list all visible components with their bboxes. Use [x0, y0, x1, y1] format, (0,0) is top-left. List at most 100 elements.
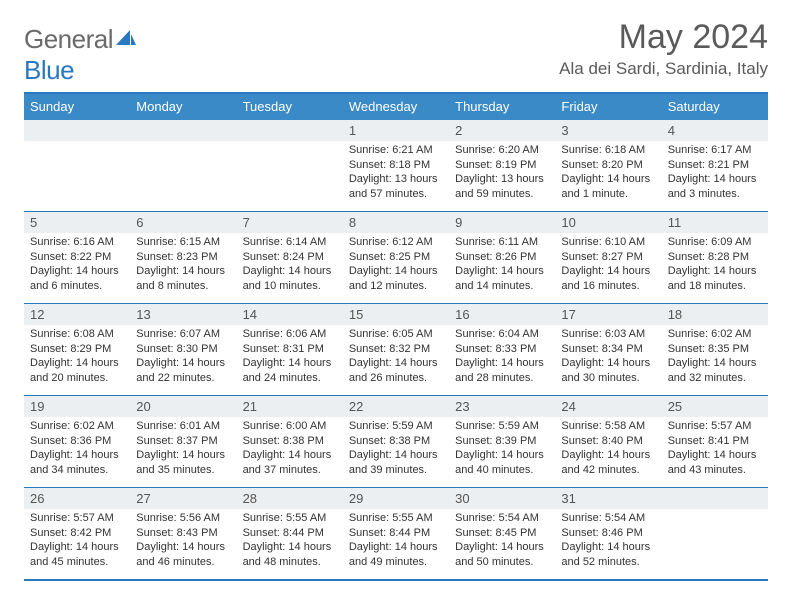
weekday-header: Wednesday	[343, 94, 449, 120]
day-cell: Sunrise: 6:21 AMSunset: 8:18 PMDaylight:…	[343, 141, 449, 211]
day-number	[237, 120, 343, 141]
day-cell: Sunrise: 5:54 AMSunset: 8:46 PMDaylight:…	[555, 509, 661, 579]
sunset-text: Sunset: 8:38 PM	[349, 434, 443, 449]
sunset-text: Sunset: 8:43 PM	[136, 526, 230, 541]
day-number: 14	[237, 304, 343, 325]
day-number: 3	[555, 120, 661, 141]
daylight-text: Daylight: 14 hours and 28 minutes.	[455, 356, 549, 385]
weekday-header: Thursday	[449, 94, 555, 120]
day-number: 5	[24, 212, 130, 233]
daybody-row: Sunrise: 6:21 AMSunset: 8:18 PMDaylight:…	[24, 141, 768, 211]
sunset-text: Sunset: 8:20 PM	[561, 158, 655, 173]
week: 1234Sunrise: 6:21 AMSunset: 8:18 PMDayli…	[24, 120, 768, 211]
daynum-row: 12131415161718	[24, 304, 768, 325]
sunrise-text: Sunrise: 5:56 AM	[136, 511, 230, 526]
sunset-text: Sunset: 8:33 PM	[455, 342, 549, 357]
daylight-text: Daylight: 14 hours and 40 minutes.	[455, 448, 549, 477]
sunset-text: Sunset: 8:34 PM	[561, 342, 655, 357]
day-cell: Sunrise: 5:54 AMSunset: 8:45 PMDaylight:…	[449, 509, 555, 579]
day-cell	[130, 141, 236, 211]
week: 567891011Sunrise: 6:16 AMSunset: 8:22 PM…	[24, 211, 768, 303]
sunrise-text: Sunrise: 6:07 AM	[136, 327, 230, 342]
day-cell: Sunrise: 5:55 AMSunset: 8:44 PMDaylight:…	[343, 509, 449, 579]
daybody-row: Sunrise: 6:08 AMSunset: 8:29 PMDaylight:…	[24, 325, 768, 395]
sunrise-text: Sunrise: 6:20 AM	[455, 143, 549, 158]
day-number	[662, 488, 768, 509]
daylight-text: Daylight: 14 hours and 45 minutes.	[30, 540, 124, 569]
daylight-text: Daylight: 14 hours and 49 minutes.	[349, 540, 443, 569]
day-cell: Sunrise: 6:18 AMSunset: 8:20 PMDaylight:…	[555, 141, 661, 211]
sunrise-text: Sunrise: 6:18 AM	[561, 143, 655, 158]
daylight-text: Daylight: 14 hours and 10 minutes.	[243, 264, 337, 293]
daynum-row: 1234	[24, 120, 768, 141]
logo: GeneralBlue	[24, 18, 137, 86]
daylight-text: Daylight: 14 hours and 20 minutes.	[30, 356, 124, 385]
day-number: 11	[662, 212, 768, 233]
day-cell: Sunrise: 5:59 AMSunset: 8:39 PMDaylight:…	[449, 417, 555, 487]
day-number: 16	[449, 304, 555, 325]
sunset-text: Sunset: 8:38 PM	[243, 434, 337, 449]
day-number: 25	[662, 396, 768, 417]
daylight-text: Daylight: 14 hours and 37 minutes.	[243, 448, 337, 477]
sunrise-text: Sunrise: 6:05 AM	[349, 327, 443, 342]
day-cell: Sunrise: 6:08 AMSunset: 8:29 PMDaylight:…	[24, 325, 130, 395]
sunset-text: Sunset: 8:35 PM	[668, 342, 762, 357]
day-number: 12	[24, 304, 130, 325]
day-number: 6	[130, 212, 236, 233]
daylight-text: Daylight: 14 hours and 6 minutes.	[30, 264, 124, 293]
daylight-text: Daylight: 14 hours and 35 minutes.	[136, 448, 230, 477]
day-cell	[24, 141, 130, 211]
day-cell: Sunrise: 5:55 AMSunset: 8:44 PMDaylight:…	[237, 509, 343, 579]
daylight-text: Daylight: 14 hours and 50 minutes.	[455, 540, 549, 569]
day-cell: Sunrise: 6:12 AMSunset: 8:25 PMDaylight:…	[343, 233, 449, 303]
week: 262728293031Sunrise: 5:57 AMSunset: 8:42…	[24, 487, 768, 579]
day-cell: Sunrise: 6:01 AMSunset: 8:37 PMDaylight:…	[130, 417, 236, 487]
daylight-text: Daylight: 14 hours and 39 minutes.	[349, 448, 443, 477]
day-number: 8	[343, 212, 449, 233]
calendar: Sunday Monday Tuesday Wednesday Thursday…	[24, 92, 768, 581]
daylight-text: Daylight: 14 hours and 18 minutes.	[668, 264, 762, 293]
sunset-text: Sunset: 8:25 PM	[349, 250, 443, 265]
day-number: 20	[130, 396, 236, 417]
day-cell: Sunrise: 6:07 AMSunset: 8:30 PMDaylight:…	[130, 325, 236, 395]
page-title: May 2024	[559, 18, 768, 57]
day-cell: Sunrise: 6:02 AMSunset: 8:36 PMDaylight:…	[24, 417, 130, 487]
day-cell: Sunrise: 6:17 AMSunset: 8:21 PMDaylight:…	[662, 141, 768, 211]
weekday-header: Sunday	[24, 94, 130, 120]
weekday-header: Monday	[130, 94, 236, 120]
daybody-row: Sunrise: 6:16 AMSunset: 8:22 PMDaylight:…	[24, 233, 768, 303]
sunrise-text: Sunrise: 6:03 AM	[561, 327, 655, 342]
sunset-text: Sunset: 8:24 PM	[243, 250, 337, 265]
sunset-text: Sunset: 8:18 PM	[349, 158, 443, 173]
week: 12131415161718Sunrise: 6:08 AMSunset: 8:…	[24, 303, 768, 395]
daylight-text: Daylight: 14 hours and 3 minutes.	[668, 172, 762, 201]
day-cell: Sunrise: 5:57 AMSunset: 8:41 PMDaylight:…	[662, 417, 768, 487]
sunset-text: Sunset: 8:31 PM	[243, 342, 337, 357]
sunrise-text: Sunrise: 5:55 AM	[243, 511, 337, 526]
day-cell: Sunrise: 5:56 AMSunset: 8:43 PMDaylight:…	[130, 509, 236, 579]
week: 19202122232425Sunrise: 6:02 AMSunset: 8:…	[24, 395, 768, 487]
sunset-text: Sunset: 8:37 PM	[136, 434, 230, 449]
sunrise-text: Sunrise: 5:57 AM	[668, 419, 762, 434]
sunset-text: Sunset: 8:41 PM	[668, 434, 762, 449]
daylight-text: Daylight: 14 hours and 46 minutes.	[136, 540, 230, 569]
sunrise-text: Sunrise: 6:09 AM	[668, 235, 762, 250]
day-number: 30	[449, 488, 555, 509]
sunrise-text: Sunrise: 6:12 AM	[349, 235, 443, 250]
day-number: 15	[343, 304, 449, 325]
day-number: 26	[24, 488, 130, 509]
daylight-text: Daylight: 14 hours and 24 minutes.	[243, 356, 337, 385]
daylight-text: Daylight: 14 hours and 30 minutes.	[561, 356, 655, 385]
daybody-row: Sunrise: 5:57 AMSunset: 8:42 PMDaylight:…	[24, 509, 768, 579]
day-number: 7	[237, 212, 343, 233]
weekday-header: Saturday	[662, 94, 768, 120]
daynum-row: 567891011	[24, 212, 768, 233]
day-cell: Sunrise: 6:05 AMSunset: 8:32 PMDaylight:…	[343, 325, 449, 395]
day-number: 13	[130, 304, 236, 325]
header: GeneralBlue May 2024 Ala dei Sardi, Sard…	[24, 18, 768, 86]
day-number: 27	[130, 488, 236, 509]
sunrise-text: Sunrise: 6:16 AM	[30, 235, 124, 250]
weekday-header: Tuesday	[237, 94, 343, 120]
day-cell: Sunrise: 5:59 AMSunset: 8:38 PMDaylight:…	[343, 417, 449, 487]
sunrise-text: Sunrise: 6:02 AM	[668, 327, 762, 342]
